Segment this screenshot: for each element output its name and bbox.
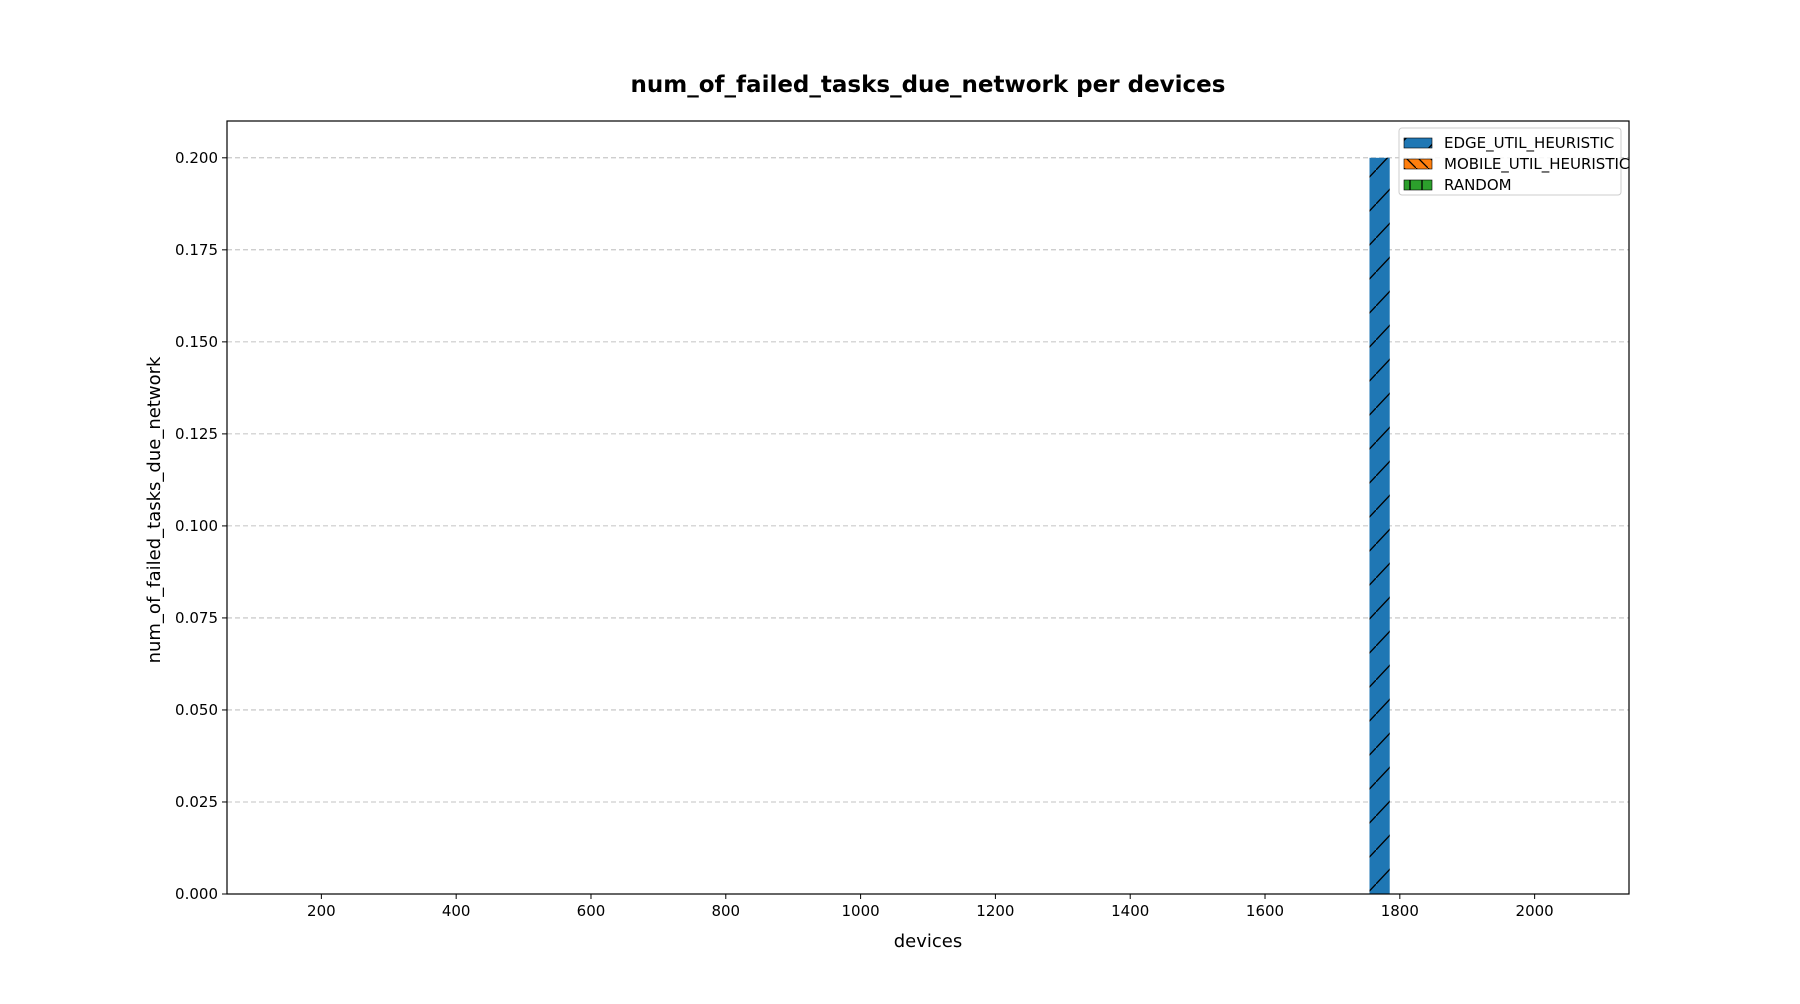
bars (1369, 157, 1390, 895)
x-axis-ticks: 200 400 600 800 1000 1200 1400 1600 1800 2000 (307, 894, 1554, 920)
legend-box (1398, 127, 1622, 196)
x-axis-title: devices (894, 931, 963, 952)
legend-label-edge-util-heuristic: EDGE_UTIL_HEURISTIC (1444, 134, 1614, 153)
y-tick-label: 0.150 (175, 333, 218, 351)
x-tick-label: 1200 (976, 902, 1014, 920)
y-tick-label: 0.200 (175, 149, 218, 167)
x-tick-label: 2000 (1516, 902, 1554, 920)
y-tick-label: 0.000 (175, 885, 218, 903)
x-tick-label: 200 (307, 902, 336, 920)
x-tick-label: 600 (577, 902, 606, 920)
y-tick-label: 0.125 (175, 425, 218, 443)
x-tick-label: 1800 (1381, 902, 1419, 920)
y-axis-ticks: 0.000 0.025 0.050 0.075 0.100 0.125 0.150 0.175… (175, 149, 227, 903)
x-tick-label: 1000 (842, 902, 880, 920)
y-tick-label: 0.175 (175, 241, 218, 259)
y-tick-label: 0.075 (175, 609, 218, 627)
x-tick-label: 1600 (1246, 902, 1284, 920)
legend-swatch-hatch (1403, 158, 1433, 170)
legend-label-mobile-util-heuristic: MOBILE_UTIL_HEURISTIC (1444, 155, 1629, 174)
legend-label-random: RANDOM (1444, 176, 1512, 194)
x-tick-label: 400 (442, 902, 471, 920)
y-tick-label: 0.025 (175, 793, 218, 811)
y-tick-label: 0.050 (175, 701, 218, 719)
y-tick-label: 0.100 (175, 517, 218, 535)
grid-lines (227, 157, 1629, 895)
chart-title: num_of_failed_tasks_due_network per devi… (631, 72, 1226, 98)
y-axis-title: num_of_failed_tasks_due_network (144, 356, 165, 663)
x-tick-label: 800 (711, 902, 740, 920)
legend-swatch-hatch (1403, 179, 1433, 191)
legend-swatch-hatch (1403, 137, 1433, 149)
bar-hatch (1369, 157, 1390, 895)
plot-frame (226, 120, 1630, 895)
legend: EDGE_UTIL_HEURISTIC MOBILE_UTIL_HEURISTIC… (1398, 127, 1629, 196)
x-tick-label: 1400 (1111, 902, 1149, 920)
